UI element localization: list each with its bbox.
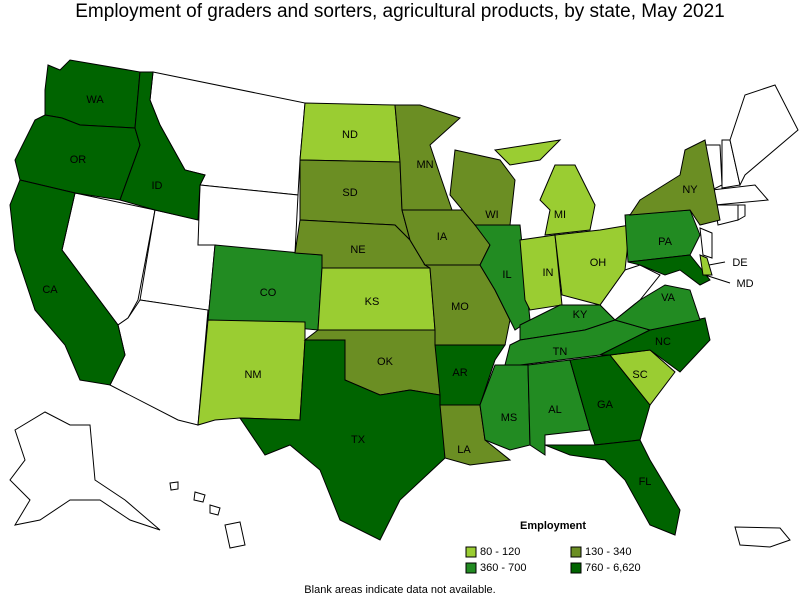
state-label: MO [451, 301, 469, 313]
state-blank [737, 204, 746, 221]
state-label: ND [342, 129, 358, 141]
state-label: LA [457, 444, 471, 456]
state-blank [193, 491, 206, 503]
state-label: SC [632, 369, 647, 381]
state-label: TN [553, 346, 568, 358]
state-label: IL [502, 269, 511, 281]
state-blank [699, 227, 713, 259]
legend-swatch [570, 546, 582, 558]
state-label: IN [543, 267, 554, 279]
state-label: NE [350, 244, 365, 256]
state [239, 339, 446, 541]
leader-lines [704, 261, 731, 284]
state [544, 439, 681, 536]
state-label: ID [152, 180, 163, 192]
state-label: GA [597, 399, 614, 411]
state-label: MN [416, 159, 433, 171]
legend-swatch [465, 546, 477, 558]
state-label: OK [377, 356, 394, 368]
state [554, 224, 631, 306]
state-blank [9, 411, 161, 531]
state-label: OR [70, 154, 87, 166]
leader-line [704, 274, 731, 284]
state-label: TX [351, 434, 366, 446]
state-label: NY [682, 184, 698, 196]
legend-swatch [570, 562, 582, 574]
state-label: KY [573, 309, 588, 321]
state-label: AL [548, 404, 561, 416]
state [629, 139, 721, 226]
state-blank [224, 521, 246, 549]
state [9, 179, 126, 386]
state-label: MD [736, 278, 753, 290]
state-label: CO [260, 287, 277, 299]
state-label: DE [732, 257, 747, 269]
state [613, 284, 701, 331]
state-blank [209, 504, 221, 516]
legend-label: 130 - 340 [585, 546, 631, 558]
data-states: WA OR ID CA CO NM ND SD NE KS OK TX MN IA MO AR LA WI IL MI… [9, 59, 754, 541]
state [519, 234, 563, 311]
state [699, 254, 713, 276]
state-blank [711, 184, 770, 206]
state-blank [729, 84, 799, 187]
state-blank [169, 481, 179, 491]
legend-swatch [465, 562, 477, 574]
state-label: NM [244, 369, 261, 381]
legend: 80 - 120 130 - 340 360 - 700 760 - 6,620 [465, 546, 641, 574]
footnote: Blank areas indicate data not available. [304, 584, 495, 596]
state-label: MI [554, 209, 566, 221]
state [493, 139, 562, 166]
state-label: WI [485, 209, 498, 221]
leader-line [708, 261, 726, 266]
state-label: KS [365, 296, 380, 308]
map-title: Employment of graders and sorters, agric… [75, 1, 724, 22]
state-label: CA [42, 284, 58, 296]
state-label: IA [437, 231, 448, 243]
state-label: SD [342, 187, 357, 199]
state-label: VA [661, 292, 676, 304]
state-label: MS [501, 412, 518, 424]
state [539, 164, 596, 236]
legend-label: 360 - 700 [480, 562, 526, 574]
state [119, 71, 206, 221]
blank-states [9, 71, 799, 549]
state-label: AR [452, 367, 467, 379]
state-label: OH [590, 257, 607, 269]
state-label: WA [86, 94, 104, 106]
legend-label: 80 - 120 [480, 546, 520, 558]
state-label: FL [639, 476, 652, 488]
legend-label: 760 - 6,620 [585, 562, 641, 574]
state-label: PA [658, 236, 673, 248]
state-label: NC [655, 336, 671, 348]
state [627, 254, 711, 286]
legend-title: Employment [520, 520, 586, 532]
state [394, 104, 461, 211]
state-blank [734, 526, 791, 548]
